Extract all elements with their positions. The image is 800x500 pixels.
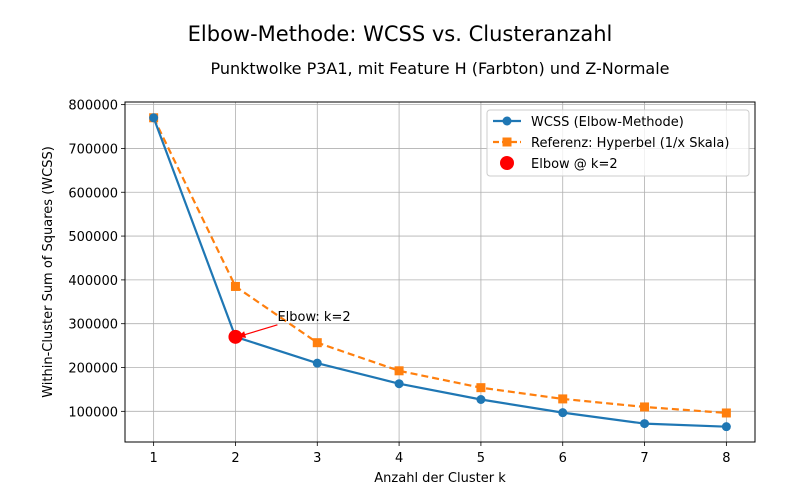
x-tick-label: 1	[149, 451, 157, 466]
wcss-series-line	[152, 117, 727, 428]
x-tick-label: 6	[559, 451, 567, 466]
y-axis-label: Within-Cluster Sum of Squares (WCSS)	[41, 146, 56, 398]
annotation-layer: Elbow: k=2	[237, 310, 351, 338]
plot-frame	[124, 101, 756, 443]
reference-series-line	[152, 117, 727, 415]
reference-series-point	[312, 338, 322, 348]
reference-series-point	[230, 281, 240, 291]
legend: WCSS (Elbow-Methode) Referenz: Hyperbel …	[486, 109, 750, 177]
x-tick-label: 3	[313, 451, 321, 466]
elbow-annotation-arrowhead	[237, 331, 247, 338]
reference-series-point	[394, 366, 404, 376]
legend-elbow-marker	[500, 156, 514, 170]
y-tick-label: 100000	[68, 405, 118, 420]
wcss-series-point	[558, 408, 568, 418]
wcss-series-point	[476, 395, 486, 404]
x-tick-label: 5	[477, 451, 485, 466]
y-tick-label: 700000	[68, 142, 118, 157]
y-tick-label: 800000	[68, 99, 118, 114]
x-tick-label: 4	[395, 451, 403, 466]
y-tick-label: 200000	[68, 362, 118, 377]
y-tick-label: 600000	[68, 186, 118, 201]
elbow-annotation-label: Elbow: k=2	[277, 310, 350, 325]
wcss-series-point	[721, 422, 731, 432]
series-layer	[149, 113, 731, 432]
wcss-series-point	[394, 379, 404, 389]
y-tick-label: 400000	[68, 274, 118, 289]
reference-series-point	[476, 383, 486, 393]
x-tick-label: 2	[231, 451, 239, 466]
reference-series-point	[721, 408, 731, 418]
x-tick-label: 8	[722, 451, 730, 466]
wcss-series-point	[149, 113, 159, 123]
x-axis-label: Anzahl der Cluster k	[374, 471, 506, 486]
legend-wcss-marker	[502, 116, 512, 126]
legend-wcss-label: WCSS (Elbow-Methode)	[531, 115, 684, 130]
x-tick-label: 7	[640, 451, 648, 466]
chart-title: Punktwolke P3A1, mit Feature H (Farbton)…	[210, 59, 669, 78]
axis-ticks: 1 2 3 4 5 6 7 8 100000 200000 300000 400000 500000 60…	[68, 99, 730, 466]
reference-series-point	[558, 394, 568, 404]
legend-reference-label: Referenz: Hyperbel (1/x Skala)	[531, 136, 729, 151]
legend-box	[486, 109, 750, 177]
chart-suptitle: Elbow-Methode: WCSS vs. Clusteranzahl	[188, 22, 613, 46]
y-tick-label: 500000	[68, 230, 118, 245]
legend-reference-marker	[502, 137, 512, 147]
wcss-series-point	[312, 358, 322, 368]
reference-series-point	[640, 402, 650, 412]
y-tick-label: 300000	[68, 318, 118, 333]
wcss-series-point	[640, 419, 650, 429]
elbow-marker	[228, 329, 243, 344]
legend-elbow-label: Elbow @ k=2	[531, 157, 618, 172]
